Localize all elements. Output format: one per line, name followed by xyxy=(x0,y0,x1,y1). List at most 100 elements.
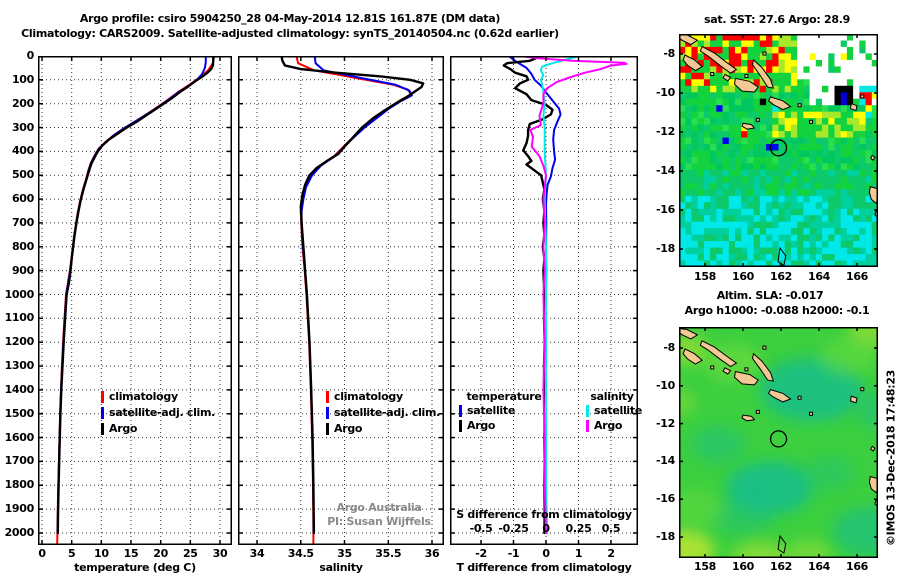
sla-title-line2: Argo h1000: -0.088 h2000: -0.1 xyxy=(684,304,870,317)
legend-item: climatology xyxy=(326,390,403,403)
depth-tick-label: 1100 xyxy=(4,311,35,325)
legend-marker xyxy=(101,406,104,419)
map-lon-tick-label: 160 xyxy=(731,270,755,283)
map-lat-tick-label: -18 xyxy=(656,530,675,543)
s-difference-tick-label: 0.5 xyxy=(601,522,621,535)
depth-tick-label: 700 xyxy=(11,215,34,229)
s-difference-axis-label: S difference from climatology xyxy=(456,508,632,521)
legend-marker xyxy=(459,404,462,417)
map-lat-tick-label: -12 xyxy=(656,416,675,430)
legend-marker xyxy=(459,419,462,432)
sla-title-line1: Altim. SLA: -0.017 xyxy=(716,289,824,302)
t-difference-tick-label: 0 xyxy=(542,547,550,560)
t-difference-axis-label: T difference from climatology xyxy=(456,561,632,574)
legend-label: satellite-adj. clim. xyxy=(334,406,441,419)
s-difference-tick-label: -0.25 xyxy=(498,522,529,535)
map-lat-tick-label: -8 xyxy=(663,47,675,60)
temperature-tick-label: 15 xyxy=(123,547,139,560)
temperature-tick-label: 25 xyxy=(182,547,198,560)
depth-tick-label: 0 xyxy=(26,49,35,62)
temperature-axis-label: temperature (deg C) xyxy=(74,561,196,574)
depth-tick-label: 1700 xyxy=(4,454,35,468)
depth-tick-label: 1000 xyxy=(4,287,35,301)
depth-tick-label: 800 xyxy=(11,239,34,253)
map-lon-tick-label: 164 xyxy=(807,270,831,283)
depth-tick-label: 900 xyxy=(11,263,34,277)
legend-label: Argo xyxy=(594,419,623,432)
sla-map xyxy=(679,327,878,558)
map-lat-tick-label: -8 xyxy=(663,341,675,354)
map-lon-tick-label: 162 xyxy=(769,560,793,573)
depth-tick-label: 2000 xyxy=(4,526,35,539)
legend-label: Argo xyxy=(109,422,138,435)
map-lon-tick-label: 160 xyxy=(731,560,755,573)
legend-label: satellite-adj. clim. xyxy=(109,406,216,419)
depth-tick-label: 1200 xyxy=(4,335,35,349)
legend-marker xyxy=(101,422,104,435)
t-difference-tick-label: -2 xyxy=(475,547,487,560)
sst-map xyxy=(679,34,878,267)
depth-tick-label: 1800 xyxy=(4,478,35,492)
map-lat-tick-label: -10 xyxy=(656,86,675,99)
s-difference-tick-label: -0.5 xyxy=(469,522,493,535)
map-lat-tick-label: -14 xyxy=(656,164,675,177)
temperature-tick-label: 0 xyxy=(38,547,46,560)
s-difference-tick-label: 0.25 xyxy=(565,522,592,535)
note-pi: PI: Susan Wijffels xyxy=(327,515,431,528)
title-line2: Climatology: CARS2009. Satellite-adjuste… xyxy=(21,27,559,40)
difference-profile-chart xyxy=(450,56,638,545)
map-lat-tick-label: -16 xyxy=(656,203,675,216)
temperature-tick-label: 5 xyxy=(67,547,76,560)
legend-marker xyxy=(326,422,329,435)
map-lon-tick-label: 164 xyxy=(807,560,831,573)
temperature-tick-label: 20 xyxy=(153,547,169,560)
legend-item: satellite xyxy=(586,404,642,417)
legend-label: Argo xyxy=(334,422,363,435)
legend-item: Argo xyxy=(586,419,622,432)
legend-marker xyxy=(586,404,589,417)
legend-label: Argo xyxy=(467,419,496,432)
depth-tick-label: 300 xyxy=(11,120,34,134)
map-lon-tick-label: 158 xyxy=(693,560,717,573)
legend-header-salinity: salinity xyxy=(590,390,634,403)
map-lat-tick-label: -18 xyxy=(656,242,675,255)
legend-marker xyxy=(326,406,329,419)
map-lat-tick-label: -12 xyxy=(656,125,675,138)
salinity-tick-label: 34 xyxy=(249,547,265,560)
depth-tick-label: 1400 xyxy=(4,382,35,396)
t-difference-tick-label: -1 xyxy=(507,547,520,560)
salinity-tick-label: 36 xyxy=(424,547,440,560)
legend-header-temperature: temperature xyxy=(466,390,542,403)
depth-tick-label: 200 xyxy=(11,96,34,110)
legend-label: climatology xyxy=(109,390,178,403)
legend-item: satellite-adj. clim. xyxy=(326,406,440,419)
salinity-tick-label: 34.5 xyxy=(287,547,314,560)
title-line1: Argo profile: csiro 5904250_28 04-May-20… xyxy=(79,12,501,25)
depth-tick-label: 1900 xyxy=(4,502,35,516)
legend-item: climatology xyxy=(101,390,178,403)
depth-tick-label: 1600 xyxy=(4,430,35,444)
map-lon-tick-label: 162 xyxy=(769,270,793,283)
note-argo-australia: Argo Australia xyxy=(336,501,422,514)
legend-item: satellite-adj. clim. xyxy=(101,406,215,419)
legend-marker xyxy=(586,419,589,432)
map-lon-tick-label: 166 xyxy=(845,560,869,573)
s-difference-tick-label: 0 xyxy=(542,522,550,535)
legend-marker xyxy=(101,390,104,403)
temperature-tick-label: 30 xyxy=(212,547,228,560)
t-difference-tick-label: 2 xyxy=(607,547,615,560)
legend-marker xyxy=(326,390,329,403)
salinity-axis-label: salinity xyxy=(319,561,363,574)
map-lat-tick-label: -10 xyxy=(656,378,675,392)
depth-tick-label: 400 xyxy=(11,144,34,158)
map-lat-tick-label: -16 xyxy=(656,492,675,506)
legend-label: climatology xyxy=(334,390,403,403)
legend-item: Argo xyxy=(459,419,495,432)
salinity-tick-label: 35 xyxy=(337,547,352,560)
legend-label: satellite xyxy=(594,404,643,417)
legend-item: satellite xyxy=(459,404,515,417)
map-lon-tick-label: 166 xyxy=(845,270,869,283)
credit-imos-timestamp: ©IMOS 13-Dec-2018 17:48:23 xyxy=(884,369,898,547)
salinity-profile-chart xyxy=(238,56,444,545)
